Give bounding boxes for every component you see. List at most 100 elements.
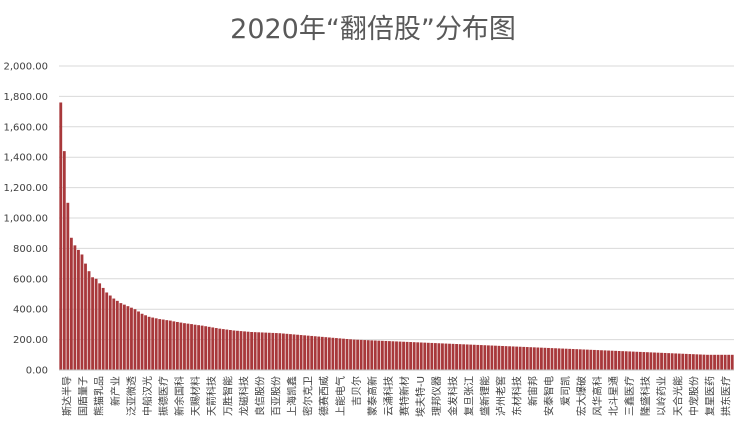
x-axis-tick-labels: 斯达半导 国盾量子 熊猫乳品 新产业 泛亚微透 中船汉光 振德医疗 新余国科 天赐材料 天箭科技万… bbox=[61, 376, 733, 417]
bar bbox=[441, 343, 444, 370]
bar bbox=[469, 344, 473, 370]
y-tick-label: 0.00 bbox=[26, 366, 48, 377]
bar bbox=[303, 335, 307, 370]
bar bbox=[281, 333, 285, 370]
bar bbox=[691, 354, 695, 370]
bar bbox=[197, 325, 201, 370]
y-tick-label: 400.00 bbox=[13, 305, 48, 316]
bar bbox=[200, 325, 204, 370]
bar bbox=[274, 333, 278, 370]
x-tick-label: 爱司凯 bbox=[559, 376, 572, 406]
bar bbox=[727, 354, 731, 370]
bar bbox=[589, 349, 593, 370]
bar bbox=[190, 324, 193, 370]
x-tick-label: 东材科技 bbox=[511, 376, 524, 416]
x-tick-label: 上海凯鑫 bbox=[286, 376, 299, 416]
bar bbox=[359, 339, 363, 370]
bar bbox=[494, 345, 497, 370]
x-tick-label: 理邦仪器 bbox=[430, 376, 443, 416]
bar bbox=[112, 298, 116, 370]
bar bbox=[94, 278, 98, 370]
y-tick-label: 1,600.00 bbox=[3, 122, 48, 133]
bar bbox=[172, 321, 176, 370]
bar bbox=[670, 353, 674, 370]
x-tick-label: 金发科技 bbox=[446, 376, 459, 416]
bar bbox=[547, 347, 550, 370]
x-tick-label: 以岭药业 bbox=[655, 376, 668, 416]
bar bbox=[130, 307, 133, 370]
bar bbox=[108, 295, 112, 370]
bar bbox=[497, 345, 501, 370]
bar bbox=[186, 323, 190, 370]
bar bbox=[649, 352, 653, 370]
x-tick-label: 中船汉光 bbox=[141, 376, 154, 416]
bar bbox=[653, 352, 656, 370]
bar bbox=[706, 354, 709, 370]
bar bbox=[101, 287, 105, 370]
bar bbox=[444, 343, 448, 370]
bar bbox=[221, 329, 225, 370]
x-tick-label: 振德医疗 bbox=[157, 376, 170, 416]
bar bbox=[684, 353, 688, 370]
bar bbox=[571, 349, 575, 370]
bar bbox=[236, 330, 239, 370]
bar bbox=[183, 323, 186, 370]
bar bbox=[370, 340, 374, 370]
bar bbox=[285, 333, 289, 370]
x-tick-label: 天赐材料 bbox=[189, 376, 202, 416]
bar bbox=[448, 343, 451, 370]
bar bbox=[409, 342, 413, 370]
x-tick-label: 熊猫乳品 bbox=[93, 376, 106, 416]
bar bbox=[147, 316, 151, 370]
bar bbox=[327, 337, 331, 370]
bar bbox=[324, 337, 328, 370]
x-tick-label: 盛新锂能 bbox=[478, 376, 491, 416]
bar bbox=[518, 346, 522, 370]
x-tick-label: 复旦张江 bbox=[462, 376, 475, 416]
bar bbox=[642, 352, 646, 370]
bar bbox=[709, 354, 713, 370]
bar bbox=[624, 351, 628, 370]
bar bbox=[338, 338, 342, 370]
bar bbox=[646, 352, 649, 370]
bar bbox=[91, 277, 94, 370]
x-tick-label: 拱东医疗 bbox=[719, 376, 732, 416]
bar bbox=[713, 354, 716, 370]
y-tick-label: 1,000.00 bbox=[3, 214, 48, 225]
bar bbox=[663, 352, 667, 370]
bar bbox=[568, 348, 572, 370]
bar bbox=[395, 341, 398, 370]
bar bbox=[225, 329, 229, 370]
bar bbox=[271, 332, 275, 370]
bar bbox=[335, 338, 338, 370]
x-tick-label: 泸州老窖 bbox=[494, 376, 507, 416]
bar bbox=[306, 335, 310, 370]
bar bbox=[289, 334, 292, 370]
bar bbox=[175, 321, 179, 370]
bar bbox=[585, 349, 589, 370]
bar bbox=[522, 346, 526, 370]
x-tick-label: 风华高科 bbox=[591, 376, 604, 416]
bar bbox=[603, 350, 607, 370]
bar bbox=[501, 345, 504, 370]
bar bbox=[631, 351, 635, 370]
bar bbox=[246, 331, 250, 370]
bar bbox=[264, 332, 268, 370]
x-tick-label: 中宠股份 bbox=[687, 376, 700, 416]
bar bbox=[126, 306, 130, 370]
bar bbox=[331, 337, 335, 370]
bar bbox=[292, 334, 296, 370]
x-tick-label: 天合光能 bbox=[671, 376, 684, 416]
bar bbox=[115, 300, 119, 370]
bar bbox=[299, 335, 303, 370]
bar bbox=[423, 342, 427, 370]
bar bbox=[207, 326, 211, 370]
bar bbox=[465, 344, 469, 370]
bar bbox=[384, 340, 388, 370]
x-tick-label: 蒙泰高新 bbox=[366, 376, 379, 416]
bar bbox=[239, 331, 243, 370]
bar bbox=[363, 340, 367, 370]
y-tick-label: 200.00 bbox=[13, 335, 48, 346]
bar bbox=[600, 350, 603, 370]
bar bbox=[554, 348, 557, 370]
